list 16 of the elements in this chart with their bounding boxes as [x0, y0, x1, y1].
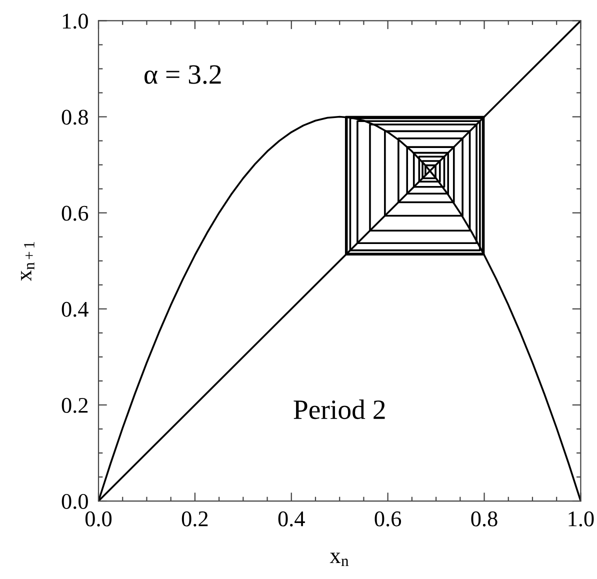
annotation: α = 3.2 — [144, 65, 221, 84]
x-tick-label: 0.4 — [278, 511, 305, 526]
x-tick-label: 0.8 — [471, 511, 498, 526]
x-axis-title: x$_{n}$ — [330, 552, 349, 566]
x-tick-label: 0.2 — [182, 511, 208, 526]
y-tick-label: 1.0 — [62, 14, 88, 29]
x-tick-label: 0.6 — [374, 511, 402, 526]
y-tick-label: 0.0 — [62, 494, 88, 510]
y-tick-label: 0.6 — [62, 206, 88, 221]
y-axis-title: x$_{n+1}$ — [21, 242, 34, 282]
x-tick-label: 1.0 — [568, 511, 594, 526]
annotation: Period 2 — [294, 400, 385, 420]
x-tick-label: 0.0 — [85, 511, 112, 526]
y-tick-label: 0.8 — [62, 110, 88, 125]
y-tick-label: 0.4 — [62, 302, 88, 317]
y-tick-label: 0.2 — [62, 398, 88, 413]
